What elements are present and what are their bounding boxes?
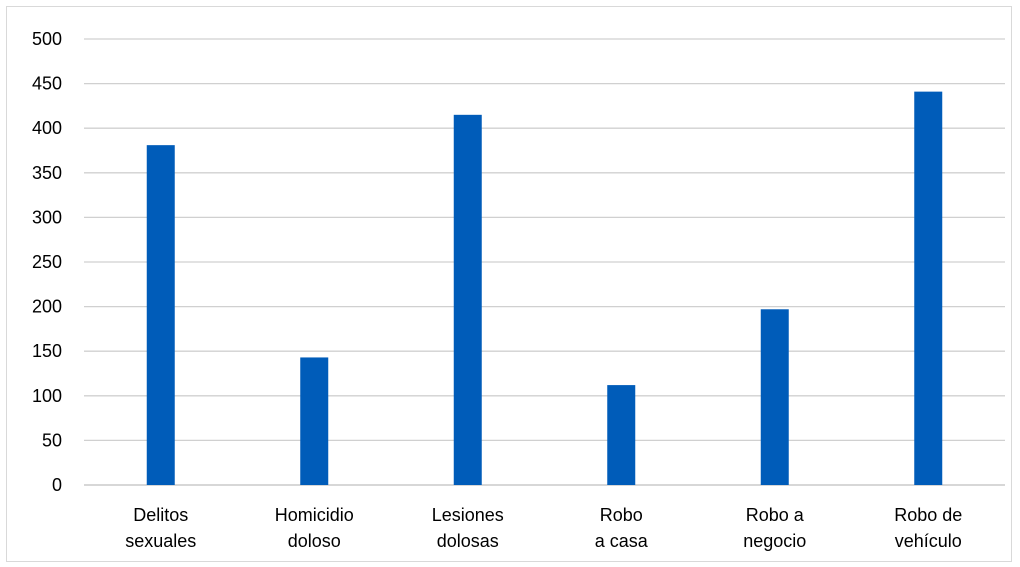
x-category-label: doloso: [288, 531, 341, 551]
y-tick-label: 450: [32, 74, 62, 94]
x-category-label: sexuales: [125, 531, 196, 551]
x-category-label: vehículo: [895, 531, 962, 551]
x-category-label: Robo de: [894, 505, 962, 525]
bar-2: [453, 114, 482, 485]
x-category-label: Homicidio: [275, 505, 354, 525]
y-tick-label: 250: [32, 252, 62, 272]
x-axis-categories: Delitos sexuales Homicidio doloso Lesiones do…: [125, 505, 962, 551]
y-tick-label: 350: [32, 163, 62, 183]
y-tick-label: 100: [32, 386, 62, 406]
y-axis-ticks: 0 50 100 150 200 250 300 350 400 450 500: [32, 29, 62, 495]
bar-1: [300, 357, 329, 485]
y-tick-label: 50: [42, 430, 62, 450]
x-category-label: Delitos: [133, 505, 188, 525]
bar-5: [914, 91, 943, 486]
bar-4: [760, 309, 789, 485]
y-tick-label: 150: [32, 341, 62, 361]
x-category-label: Robo: [600, 505, 643, 525]
x-category-label: dolosas: [437, 531, 499, 551]
y-tick-label: 400: [32, 118, 62, 138]
bar-3: [607, 385, 636, 485]
x-category-label: Robo a: [746, 505, 805, 525]
y-tick-label: 0: [52, 475, 62, 495]
x-category-label: Lesiones: [432, 505, 504, 525]
y-tick-label: 500: [32, 29, 62, 49]
y-tick-label: 300: [32, 207, 62, 227]
x-category-label: a casa: [595, 531, 649, 551]
gridlines: [84, 38, 1005, 486]
bars: [146, 91, 943, 486]
bar-0: [146, 145, 175, 485]
y-tick-label: 200: [32, 297, 62, 317]
x-category-label: negocio: [743, 531, 806, 551]
